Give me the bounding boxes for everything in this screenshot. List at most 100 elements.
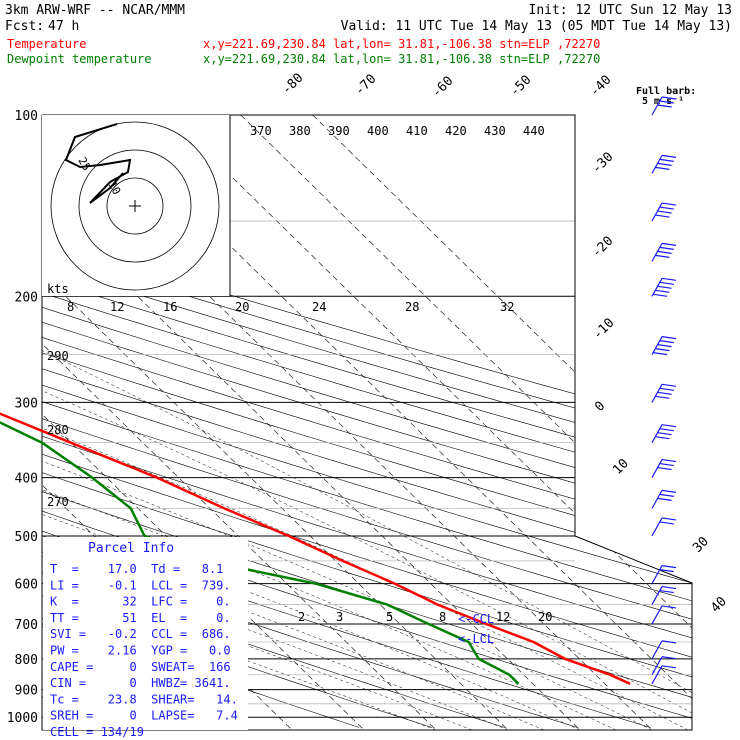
temperature-tick-label: 40 xyxy=(708,594,730,616)
temperature-tick-label: 0 xyxy=(592,399,608,415)
wind-barb-flag xyxy=(661,585,677,590)
isotherm-line xyxy=(96,115,692,730)
wind-barb-flag xyxy=(661,605,677,609)
temp-info: x,y=221.69,230.84 lat,lon= 31.81,-106.38… xyxy=(203,37,600,51)
wind-barb-staff xyxy=(651,96,663,116)
fcst-label: Fcst: xyxy=(5,19,44,34)
theta-tick-label: 430 xyxy=(484,124,506,138)
wind-barb-flag xyxy=(661,656,677,660)
wind-barbs xyxy=(651,96,677,685)
wind-barb-flag xyxy=(655,254,670,258)
wind-barb xyxy=(651,458,677,478)
parcel-info-title: Parcel Info xyxy=(88,541,174,556)
hodo-speed-label: kts xyxy=(47,282,69,296)
wind-barb-flag xyxy=(657,104,672,108)
temperature-tick-label: 10 xyxy=(610,456,632,478)
mixing-ratio-label: 5 xyxy=(386,610,393,624)
isotherm-line xyxy=(42,115,581,730)
dry-adiabat-line xyxy=(42,115,692,728)
theta-tick-label: 370 xyxy=(250,124,272,138)
pressure-tick-label: 600 xyxy=(15,578,38,593)
hodograph-ring-label: 25 xyxy=(75,155,93,173)
header: 3km ARW-WRF -- NCAR/MMM Init: 12 UTC Sun… xyxy=(5,3,732,107)
temperature-tick-label: 30 xyxy=(690,534,712,556)
wind-barb-flag xyxy=(657,391,672,395)
wind-barb-flag xyxy=(661,424,677,428)
dew-legend: Dewpoint temperature xyxy=(7,52,152,66)
wind-barb-flag xyxy=(661,640,677,644)
wind-barb-flag xyxy=(659,340,674,344)
wind-barb-flag xyxy=(655,395,670,399)
wind-barb-flag xyxy=(661,242,677,246)
theta-left-label: 290 xyxy=(47,349,69,363)
theta-tick-label: 440 xyxy=(523,124,545,138)
temperature-tick-label: -40 xyxy=(587,73,614,100)
mixing-ratio-label: 12 xyxy=(496,610,510,624)
temperature-tick-label: -50 xyxy=(507,73,534,100)
model-title: 3km ARW-WRF -- NCAR/MMM xyxy=(5,3,185,18)
dry-adiabat-line xyxy=(42,115,505,728)
wind-barb-staff xyxy=(651,459,663,478)
parcel-info-row: SVI = -0.2 CCL = 686. xyxy=(50,627,231,641)
wind-barb-flag xyxy=(659,462,674,467)
wind-barb xyxy=(651,517,677,537)
wind-barb-flag xyxy=(661,565,677,569)
wind-barb-flag xyxy=(661,277,677,281)
wind-barb xyxy=(651,489,677,509)
wind-barb-staff xyxy=(651,155,663,174)
pressure-tick-label: 100 xyxy=(15,109,38,124)
parcel-info-row: CELL = 134/19 xyxy=(50,725,144,739)
pressure-tick-label: 300 xyxy=(15,396,38,411)
wind-barb-staff xyxy=(651,278,663,297)
dry-adiabat-line xyxy=(42,115,692,728)
wind-barb-flag xyxy=(657,162,672,166)
moist-adiabat-line xyxy=(42,296,653,730)
dry-adiabat-line xyxy=(42,115,692,728)
wind-barb xyxy=(651,424,677,443)
wind-barb-staff xyxy=(651,565,663,584)
hodo-speed-label: 32 xyxy=(500,300,514,314)
wind-barb-flag xyxy=(661,336,677,340)
wind-barb-staff xyxy=(651,517,663,537)
wind-barb-staff xyxy=(651,424,663,443)
parcel-info-row: T = 17.0 Td = 8.1 xyxy=(50,562,223,576)
wind-barb-flag xyxy=(653,352,668,356)
dry-adiabat-line xyxy=(42,115,692,728)
wind-barb xyxy=(651,277,677,297)
wind-barb-flag xyxy=(661,154,677,158)
wind-barb xyxy=(651,336,677,356)
barb-note-1: Full barb: xyxy=(636,86,696,97)
sounding-profiles xyxy=(0,412,631,685)
dry-adiabat-line xyxy=(42,115,692,728)
isotherm-line xyxy=(42,115,437,730)
mixing-ratio-label: 8 xyxy=(439,610,446,624)
dry-adiabat-line xyxy=(42,115,692,728)
pressure-tick-label: 700 xyxy=(15,618,38,633)
hodograph-ring xyxy=(78,149,192,263)
temperature-tick-label: -80 xyxy=(279,71,306,98)
isotherm-line xyxy=(42,115,653,730)
wind-barb-staff xyxy=(651,336,663,355)
pressure-tick-label: 400 xyxy=(15,472,38,487)
hodograph-ring-label: 10 xyxy=(105,179,123,197)
pressure-tick-label: 200 xyxy=(15,290,38,305)
wind-barb xyxy=(651,665,677,685)
dry-adiabat-line xyxy=(42,115,692,728)
wind-barb xyxy=(651,383,677,403)
wind-barb-flag xyxy=(659,246,674,250)
lcl-label: <-CCL xyxy=(458,612,494,626)
hodo-speed-label: 16 xyxy=(163,300,177,314)
wind-barb-flag xyxy=(659,493,674,497)
wind-barb xyxy=(651,565,677,584)
wind-barb-flag xyxy=(653,293,668,297)
pressure-tick-label: 800 xyxy=(15,653,38,668)
parcel-info-row: PW = 2.16 YGP = 0.0 xyxy=(50,644,231,658)
temperature-line xyxy=(0,412,631,685)
hodograph: 25 10 xyxy=(42,115,231,296)
temperature-tick-label: -70 xyxy=(352,72,379,99)
parcel-info-row: LI = -0.1 LCL = 739. xyxy=(50,578,231,592)
wind-barb-staff xyxy=(651,586,663,605)
hodograph-trace xyxy=(64,123,132,204)
parcel-info-row: CAPE = 0 SWEAT= 166 xyxy=(50,660,231,674)
